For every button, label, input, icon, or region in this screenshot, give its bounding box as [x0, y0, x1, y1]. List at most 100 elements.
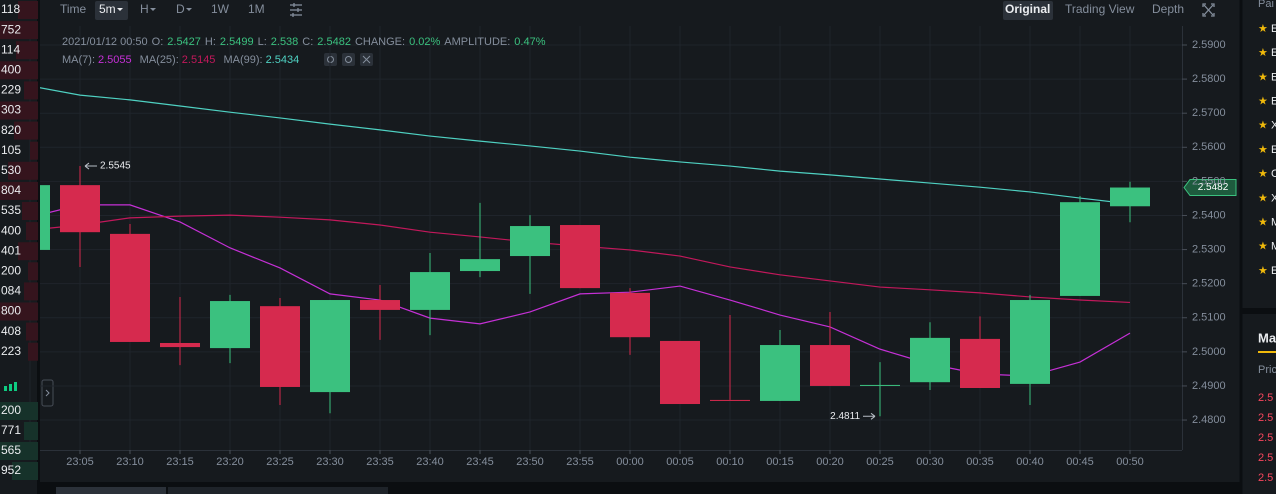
y-tick-label: 2.5300: [1192, 243, 1226, 255]
x-tick-label: 00:30: [916, 456, 944, 468]
y-tick-label: 2.5800: [1192, 73, 1226, 85]
low-annotation: 2.4811: [830, 411, 860, 422]
arrow: [863, 412, 876, 420]
x-tick-label: 23:50: [516, 456, 544, 468]
toolbar-item[interactable]: Time: [60, 2, 87, 16]
order-book-amount: 565: [1, 443, 21, 457]
order-book-amount: 118: [1, 2, 20, 16]
x-tick-label: 23:40: [416, 456, 444, 468]
pair-name: X: [1271, 120, 1276, 132]
order-book-amount: 820: [1, 123, 21, 137]
pair-name: E: [1271, 265, 1276, 277]
tab: [56, 487, 166, 494]
ohlc-label: O:: [152, 36, 164, 48]
y-tick-label: 2.5600: [1192, 141, 1226, 153]
depth-bar: [22, 202, 38, 220]
panel-header: Pai: [1258, 0, 1274, 10]
depth-bar: [26, 322, 38, 341]
toolbar-item[interactable]: D: [176, 2, 185, 16]
toolbar-item[interactable]: 5m: [99, 2, 116, 16]
price-tag: [1183, 179, 1237, 197]
legend-label: MA(7):: [62, 54, 95, 66]
candle-body: [310, 300, 350, 393]
depth-bar: [24, 282, 38, 301]
order-book-amount: 800: [1, 304, 21, 318]
legend-label: MA(25):: [140, 54, 179, 66]
y-tick-label: 2.5100: [1192, 312, 1226, 324]
amplitude-value: 0.47%: [514, 36, 545, 48]
toolbar-item[interactable]: 1M: [248, 2, 265, 16]
pair-name: C: [1271, 168, 1276, 180]
favorite-star: ★: [1258, 168, 1268, 180]
grid: [29, 26, 1182, 450]
order-book-amount: 804: [1, 183, 21, 197]
x-tick-label: 23:55: [566, 456, 594, 468]
x-tick-label: 23:25: [266, 456, 294, 468]
x-tick-label: 00:25: [866, 456, 894, 468]
legend-label: MA(99):: [223, 54, 262, 66]
favorite-star: ★: [1258, 47, 1268, 59]
pair-name: E: [1271, 71, 1276, 83]
y-tick-label: 2.4800: [1192, 414, 1226, 426]
toolbar-item[interactable]: H: [140, 2, 149, 16]
order-book-amount: 303: [1, 103, 21, 117]
candle-body: [410, 272, 450, 310]
candle-body: [710, 399, 750, 401]
candle-body: [160, 342, 200, 348]
candle-body: [40, 185, 50, 250]
settings-icon[interactable]: [290, 3, 302, 17]
settings-icon[interactable]: [342, 53, 355, 66]
favorite-star: ★: [1258, 265, 1268, 277]
depth-bar: [18, 242, 38, 261]
x-tick-label: 23:30: [316, 456, 344, 468]
last-price: 2.5482: [1198, 182, 1229, 193]
toolbar-item[interactable]: 1W: [211, 2, 230, 16]
pair-name: M: [1271, 241, 1276, 253]
order-book-amount: 400: [1, 223, 21, 237]
high-annotation: 2.5545: [100, 161, 131, 172]
trade-price: 2.5: [1258, 392, 1273, 404]
order-book-amount: 105: [1, 143, 21, 157]
depth-bar: [18, 1, 38, 19]
pair-name: E: [1271, 23, 1276, 35]
ohlc-label: H:: [205, 36, 216, 48]
order-book-amount: 752: [1, 22, 21, 36]
overlay: 2.5545 2.4811 2.5482: [84, 161, 1237, 422]
order-book-amount: 114: [1, 42, 20, 56]
view-tab[interactable]: Depth: [1152, 2, 1184, 16]
order-book-amount: 400: [1, 62, 21, 76]
active-view: [1003, 1, 1053, 20]
change-value: 0.02%: [409, 36, 440, 48]
order-book-amount: 952: [1, 463, 21, 477]
ohlc-header: 2021/01/12 00:50 O: 2.5427 H: 2.5499 L: 2.538 C…: [62, 36, 546, 48]
collapse-handle[interactable]: [41, 379, 54, 407]
ohlc-value: 2.538: [271, 36, 299, 48]
x-tick-label: 23:35: [366, 456, 394, 468]
trade-price: 2.5: [1258, 412, 1273, 424]
depth-bar: [26, 222, 38, 241]
candle-body: [510, 226, 550, 257]
view-tab[interactable]: Original: [1005, 2, 1050, 16]
depth-bar: [0, 402, 38, 420]
depth-bar: [0, 181, 38, 200]
favorite-star: ★: [1258, 144, 1268, 156]
divider: [1242, 308, 1276, 314]
market-panel: [1240, 0, 1276, 494]
order-book-amount: 229: [1, 83, 21, 97]
y-tick-label: 2.4900: [1192, 380, 1226, 392]
trade-price: 2.5: [1258, 472, 1273, 484]
panel-title: Ma: [1258, 330, 1276, 345]
trade-price: 2.5: [1258, 452, 1273, 464]
candle-body: [760, 345, 800, 401]
y-tick-label: 2.5700: [1192, 107, 1226, 119]
favorite-star: ★: [1258, 192, 1268, 204]
favorite-star: ★: [1258, 23, 1268, 35]
dropdown-caret: [186, 8, 192, 11]
view-tab[interactable]: Trading View: [1065, 2, 1135, 16]
depth-bar: [30, 141, 38, 160]
favorite-star: ★: [1258, 217, 1268, 229]
fullscreen-icon[interactable]: [1202, 3, 1215, 17]
order-book-amount: 200: [1, 403, 21, 417]
